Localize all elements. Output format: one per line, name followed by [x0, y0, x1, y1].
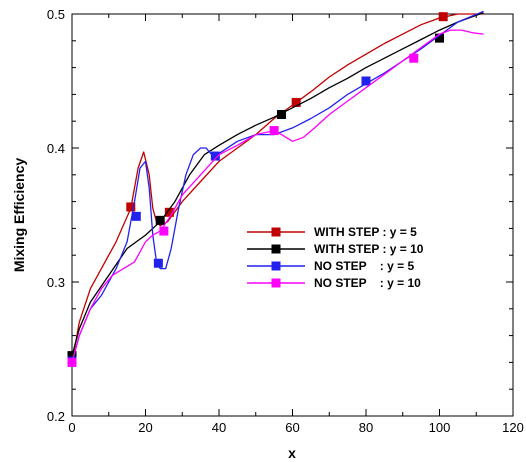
- x-tick-label: 120: [502, 420, 524, 435]
- series-1-marker: [291, 97, 301, 107]
- x-tick-label: 80: [359, 420, 373, 435]
- y-axis-label: Mixing Efficiency: [11, 158, 27, 273]
- series-1-marker: [438, 12, 448, 22]
- series-2-marker: [67, 351, 77, 361]
- x-tick-label: 40: [212, 420, 226, 435]
- legend-marker-3: [271, 261, 281, 271]
- series-4-marker: [269, 126, 279, 136]
- x-tick-label: 0: [68, 420, 75, 435]
- series-2-marker: [435, 33, 444, 43]
- legend-marker-4: [271, 278, 281, 288]
- series-2-marker: [276, 110, 286, 119]
- legend-label-2: WITH STEP : y = 10: [314, 242, 424, 256]
- x-axis-label: x: [288, 445, 296, 461]
- y-tick-label: 0.4: [47, 141, 65, 156]
- series-3-marker: [153, 258, 163, 268]
- series-2-marker: [155, 215, 165, 225]
- axis-tick-labels: 0 20 40 60 80 100 120 0.2 0.3 0.4 0.5: [47, 7, 524, 435]
- x-tick-label: 100: [429, 420, 451, 435]
- x-tick-label: 20: [138, 420, 152, 435]
- series-line-1: [71, 13, 484, 363]
- legend-label-1: WITH STEP : y = 5: [314, 225, 417, 239]
- series-1-marker: [126, 202, 136, 212]
- series-3-marker: [131, 211, 141, 221]
- series-4-marker: [67, 357, 77, 367]
- legend-label-4: NO STEP : y = 10: [314, 276, 421, 290]
- legend: WITH STEP : y = 5 WITH STEP : y = 10 NO ST…: [247, 225, 424, 290]
- legend-label-3: NO STEP : y = 5: [314, 259, 414, 273]
- series-3-marker: [361, 76, 371, 86]
- legend-marker-2: [271, 244, 281, 254]
- series-1-marker: [164, 207, 174, 217]
- series-line-3: [71, 10, 484, 363]
- series-4-marker: [409, 53, 419, 63]
- x-tick-label: 60: [285, 420, 299, 435]
- y-tick-label: 0.3: [47, 275, 65, 290]
- series-line-2: [71, 12, 484, 356]
- series-4-marker: [159, 226, 169, 236]
- series-3-marker: [210, 151, 220, 161]
- y-tick-label: 0.2: [47, 409, 65, 424]
- series-line-4: [71, 29, 484, 363]
- legend-marker-1: [271, 227, 281, 237]
- y-tick-label: 0.5: [47, 7, 65, 22]
- series-lines: [67, 10, 484, 367]
